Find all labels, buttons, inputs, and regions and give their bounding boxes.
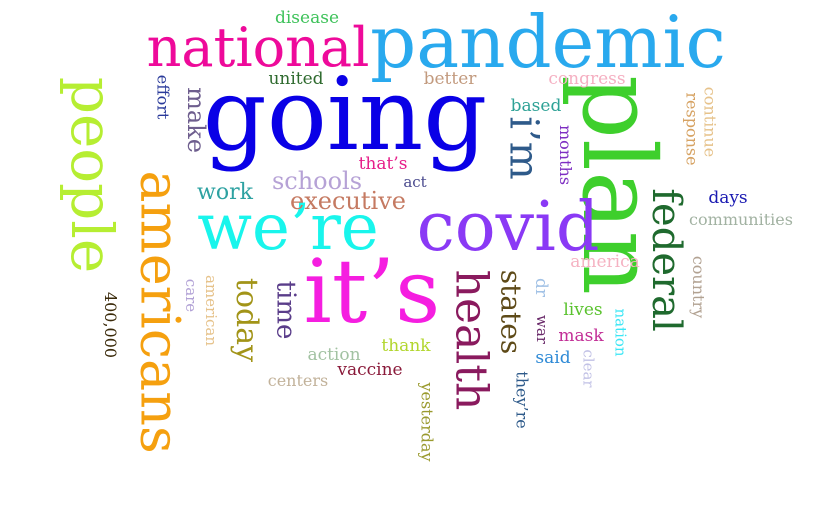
word-400000: 400,000	[100, 291, 120, 359]
word-going: going	[202, 56, 488, 173]
word-centers: centers	[267, 371, 329, 390]
word-federal: federal	[642, 188, 689, 332]
word-executive: executive	[290, 187, 406, 215]
word-health: health	[444, 269, 496, 411]
word-vaccine: vaccine	[337, 359, 403, 380]
word-im: i’m	[501, 116, 547, 180]
word-people: people	[58, 76, 126, 274]
word-care: care	[182, 278, 201, 312]
word-covid: covid	[416, 188, 600, 267]
word-make: make	[182, 87, 210, 153]
word-thank: thank	[381, 335, 431, 356]
word-were: we’re	[197, 191, 379, 265]
word-better: better	[423, 68, 477, 89]
word-country: country	[688, 255, 708, 319]
word-war: war	[532, 314, 551, 344]
word-congress: congress	[548, 68, 626, 89]
word-thats: that’s	[358, 153, 408, 174]
word-its: it’s	[303, 240, 441, 343]
word-days: days	[708, 187, 748, 208]
word-lives: lives	[563, 299, 603, 320]
word-theyre: they’re	[512, 371, 532, 429]
word-mask: mask	[558, 325, 604, 346]
word-states: states	[493, 269, 527, 355]
word-communities: communities	[689, 210, 793, 229]
word-continue: continue	[700, 86, 719, 158]
word-act: act	[403, 172, 427, 191]
word-american: american	[202, 274, 221, 346]
word-work: work	[197, 180, 253, 205]
word-response: response	[683, 92, 702, 166]
word-united: united	[268, 68, 324, 89]
word-yesterday: yesterday	[418, 382, 437, 462]
word-disease: disease	[274, 7, 340, 28]
word-time: time	[270, 280, 300, 340]
word-americans: americans	[129, 170, 192, 454]
word-action: action	[307, 344, 361, 365]
word-america: america	[570, 251, 640, 272]
word-schools: schools	[271, 167, 363, 195]
word-effort: effort	[152, 74, 172, 120]
word-clear: clear	[579, 348, 598, 388]
word-based: based	[510, 95, 562, 116]
word-dr: dr	[531, 277, 552, 297]
word-nation: nation	[611, 307, 630, 357]
word-national: national	[146, 16, 370, 79]
word-said: said	[535, 347, 571, 368]
word-pandemic: pandemic	[370, 0, 726, 84]
word-months: months	[556, 124, 575, 186]
word-today: today	[229, 277, 264, 363]
